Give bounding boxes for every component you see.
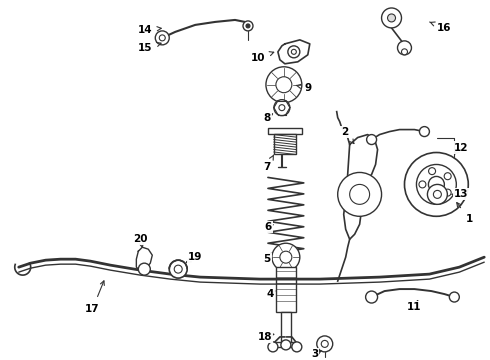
Circle shape: [272, 243, 300, 271]
Text: 17: 17: [85, 281, 104, 314]
Text: 12: 12: [454, 143, 468, 154]
Circle shape: [280, 251, 292, 263]
Text: 1: 1: [457, 203, 473, 224]
Circle shape: [416, 165, 456, 204]
Circle shape: [338, 172, 382, 216]
Circle shape: [288, 46, 300, 58]
Circle shape: [292, 342, 302, 352]
Text: 14: 14: [138, 25, 161, 35]
Text: 4: 4: [266, 289, 275, 299]
Text: 20: 20: [133, 234, 147, 247]
Circle shape: [246, 24, 250, 28]
Circle shape: [429, 168, 436, 175]
Circle shape: [155, 31, 169, 45]
Circle shape: [281, 340, 291, 350]
Circle shape: [444, 173, 451, 180]
Circle shape: [444, 189, 451, 196]
Circle shape: [433, 190, 441, 198]
Circle shape: [382, 8, 401, 28]
Circle shape: [401, 49, 408, 55]
Circle shape: [317, 336, 333, 352]
Text: 11: 11: [407, 301, 422, 312]
Text: 3: 3: [311, 349, 321, 359]
Text: 19: 19: [187, 252, 202, 262]
Bar: [274, 134, 296, 153]
Circle shape: [419, 181, 426, 188]
Text: 8: 8: [263, 113, 272, 123]
Circle shape: [367, 135, 377, 144]
Text: 6: 6: [264, 222, 273, 232]
Circle shape: [138, 263, 150, 275]
Circle shape: [388, 14, 395, 22]
Circle shape: [243, 21, 253, 31]
Bar: [281, 312, 291, 342]
Circle shape: [268, 342, 278, 352]
Text: 5: 5: [263, 254, 272, 264]
Circle shape: [274, 100, 290, 116]
Circle shape: [427, 184, 447, 204]
Circle shape: [276, 77, 292, 93]
Circle shape: [366, 291, 378, 303]
Text: 18: 18: [258, 332, 274, 342]
Circle shape: [449, 292, 459, 302]
Text: 15: 15: [138, 42, 161, 53]
Bar: [276, 267, 296, 312]
Bar: [268, 127, 302, 134]
Circle shape: [350, 184, 369, 204]
Circle shape: [397, 41, 412, 55]
Circle shape: [292, 49, 296, 54]
Text: 2: 2: [341, 127, 354, 144]
Circle shape: [419, 127, 429, 136]
Text: 13: 13: [452, 189, 468, 199]
Circle shape: [174, 265, 182, 273]
Circle shape: [159, 35, 165, 41]
Text: 9: 9: [296, 83, 311, 93]
Text: 10: 10: [251, 52, 274, 63]
Circle shape: [321, 341, 328, 347]
Circle shape: [169, 260, 187, 278]
Text: 7: 7: [263, 155, 273, 172]
Circle shape: [266, 67, 302, 103]
Text: 16: 16: [430, 22, 452, 33]
Circle shape: [429, 194, 436, 201]
Circle shape: [279, 105, 285, 111]
Circle shape: [428, 176, 444, 192]
Circle shape: [404, 153, 468, 216]
